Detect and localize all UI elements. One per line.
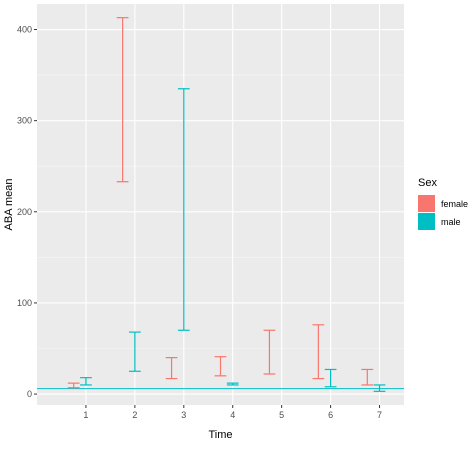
legend-key-male [418, 213, 435, 230]
y-axis-title: ABA mean [3, 179, 15, 231]
y-tick-label: 100 [17, 298, 32, 308]
y-tick-label: 200 [17, 207, 32, 217]
errorbar-female [361, 368, 374, 386]
x-tick-label: 2 [132, 410, 137, 420]
errorbar-male [324, 368, 337, 388]
errorbar-female [67, 382, 80, 389]
x-tick-label: 4 [230, 410, 235, 420]
y-tick-label: 400 [17, 25, 32, 35]
x-tick-label: 5 [279, 410, 284, 420]
legend-key-female [418, 195, 435, 212]
errorbar-female [312, 324, 325, 380]
errorbar-female [214, 356, 227, 377]
x-tick-label: 3 [181, 410, 186, 420]
errorbar-male [80, 377, 92, 386]
errorbar-male [177, 88, 190, 331]
x-tick-label: 7 [377, 410, 382, 420]
legend-label-male: male [441, 217, 461, 227]
errorbar-female [263, 329, 276, 375]
x-axis-title: Time [208, 429, 232, 441]
x-tick-label: 1 [83, 410, 88, 420]
plot-panel [37, 4, 404, 405]
errorbar-female [116, 17, 129, 183]
legend-title: Sex [418, 177, 437, 189]
y-tick-label: 0 [27, 389, 32, 399]
errorbar-male [226, 382, 239, 386]
legend-label-female: female [441, 199, 468, 209]
y-tick-label: 300 [17, 116, 32, 126]
errorbar-female [165, 357, 178, 380]
errorbar-male [128, 331, 141, 372]
errorbar-male [373, 384, 386, 392]
x-tick-label: 6 [328, 410, 333, 420]
